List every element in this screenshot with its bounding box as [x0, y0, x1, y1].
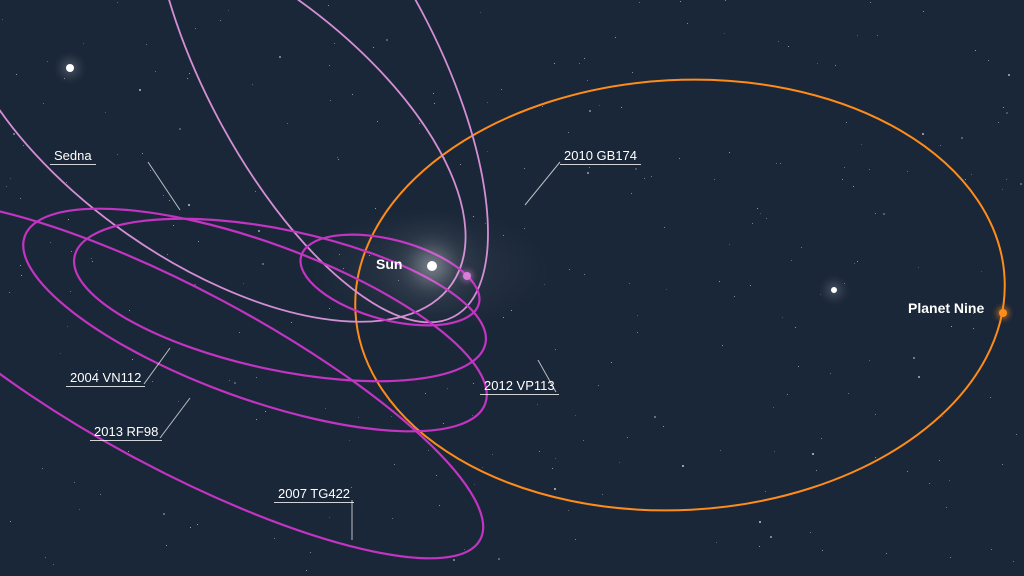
- orbital-diagram: Sun Planet Nine Sedna 2010 GB174 2004 VN…: [0, 0, 1024, 576]
- tg422-orbit: [0, 141, 522, 576]
- gb174-orbit: [85, 0, 556, 371]
- label-leader-line: [160, 398, 190, 438]
- label-leader-line: [525, 162, 560, 205]
- label-leader-line: [148, 162, 180, 210]
- vp113-label: 2012 VP113: [480, 378, 559, 395]
- rf98-label: 2013 RF98: [90, 424, 162, 441]
- planet-nine-orbit: [344, 63, 1016, 526]
- gb174-label: 2010 GB174: [560, 148, 641, 165]
- planet-nine-label: Planet Nine: [908, 300, 984, 316]
- vp113-orbit: [291, 218, 489, 343]
- orbits-svg: [0, 0, 1024, 576]
- tg422-label: 2007 TG422: [274, 486, 354, 503]
- planet-nine-marker: [999, 309, 1007, 317]
- vn112-label: 2004 VN112: [66, 370, 145, 387]
- inner-orbit-body: [463, 272, 471, 280]
- sun-label: Sun: [376, 256, 402, 272]
- sedna-label: Sedna: [50, 148, 96, 165]
- sun-marker: [427, 261, 437, 271]
- label-leader-line: [144, 348, 170, 384]
